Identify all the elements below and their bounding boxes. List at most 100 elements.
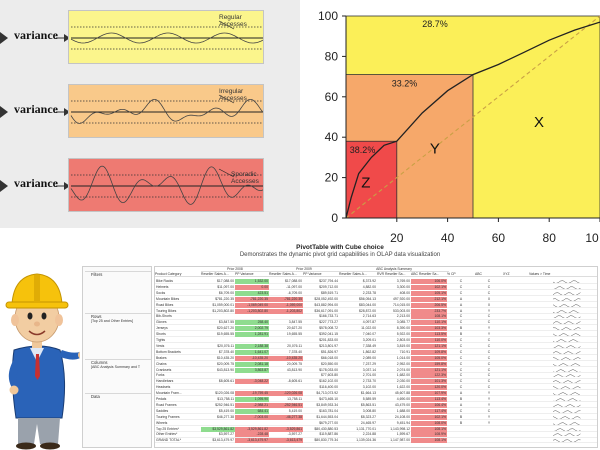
table-row[interactable]: Pedals $13,758.11 1,095.90 13,758.11 $473,46… xyxy=(155,397,597,403)
table-row[interactable]: Handlebars $8,605.61 -3,048.22 -8,605.61 $16… xyxy=(155,379,597,385)
table-cell xyxy=(201,338,235,343)
table-cell: C xyxy=(459,279,463,283)
table-cell: 3,209.01 xyxy=(362,338,376,342)
table-cell: C xyxy=(487,408,491,413)
variance-label: variance xyxy=(14,102,58,116)
table-row[interactable]: Vests $20,076.11 2,188.38 20,076.11 $213,801… xyxy=(155,343,597,350)
table-cell: B xyxy=(459,414,463,419)
variance-row: variance Irregular Accesses xyxy=(0,82,300,144)
table-row[interactable]: Touring Frames $46,277.38 -7,003.00 -46,277… xyxy=(155,414,597,420)
column-header[interactable]: ABC xyxy=(475,272,503,277)
table-row[interactable]: Touring Bikes $1,203,802.80 -1,203,802.80-… xyxy=(155,308,597,314)
table-cell: 1,281.91 xyxy=(235,332,269,338)
sparkline-icon xyxy=(553,286,581,289)
table-row[interactable]: Wheels $679,277.00 24,465.97 9,451.94 108.0%… xyxy=(155,420,597,426)
table-row[interactable]: GRAND TOTAL* $3,613,479.97 -3,613,479.97 -3… xyxy=(155,438,597,444)
pivot-table-panel: PivotTable with Cube choice Demonstrates… xyxy=(80,244,600,450)
table-cell: $163,781.04 xyxy=(319,408,338,413)
table-cell: 11,022.00 xyxy=(361,326,376,331)
column-header[interactable]: Values > Time xyxy=(529,272,597,277)
table-row[interactable]: Tights $201,833.00 3,209.01 2,803.00 110.0% C… xyxy=(155,338,597,344)
columns-field[interactable]: [ABC Analysis Summary and T xyxy=(91,365,141,369)
table-cell: 102.1% xyxy=(411,414,447,420)
column-header[interactable]: Reseller Sales A... xyxy=(339,272,377,277)
column-header[interactable]: Product Category xyxy=(155,272,201,277)
table-cell: C xyxy=(459,355,463,360)
table-row[interactable]: Road Frames $252,946.51 -2,988.21 -252,946.… xyxy=(155,402,597,409)
table-cell: 24,108.00 xyxy=(394,414,410,419)
table-cell xyxy=(235,385,269,390)
table-cell: 107.9% xyxy=(411,391,447,397)
table-row[interactable]: Brakes $10,435.20 -10,435.20 -10,435.20 $66,… xyxy=(155,355,597,361)
table-cell: $166,733.71 xyxy=(319,314,338,319)
table-row[interactable]: Chains $20,009.75 2,081.18 20,009.75 $20,550… xyxy=(155,361,597,367)
table-row[interactable]: Mountain Bikes $781,220.35 -781,220.35 -781… xyxy=(155,296,597,302)
table-row[interactable]: Socks $6,709.00 423.51 -6,709.00 $89,519.71 2… xyxy=(155,290,597,296)
table-row[interactable]: Top 25 Entries* $3,529,861.82 -3,529,861.8… xyxy=(155,426,597,432)
column-header[interactable]: RVR Reseller Sa... xyxy=(377,272,411,277)
table-cell xyxy=(447,432,475,437)
table-cell xyxy=(235,421,269,426)
table-cell: C xyxy=(487,349,491,354)
table-row[interactable]: Gloves $3,847.55 258.40 3,847.55 $227,773.27… xyxy=(155,320,597,326)
column-group-header[interactable]: Prior 2009 xyxy=(269,267,339,272)
table-cell: $13,758.11 xyxy=(217,397,234,401)
columns-label: Columns xyxy=(91,360,108,365)
table-row[interactable]: Headsets $116,400.00 3,102.00 1,622.00 120.0… xyxy=(155,385,597,391)
filters-section[interactable]: Filters xyxy=(85,271,151,277)
table-cell: $252,946.51 xyxy=(215,402,234,407)
table-cell: $20,627.20 xyxy=(217,326,234,331)
table-cell: 101.3% xyxy=(411,379,447,385)
table-row[interactable]: Forks $77,603.80 2,701.00 1,682.00 122.3% C C xyxy=(155,373,597,379)
rows-field[interactable]: [Top 25 and Other Entries] xyxy=(91,319,133,323)
table-row[interactable]: Helmets $11,097.00 0.00 -11,097.00 $209,712.… xyxy=(155,284,597,291)
table-cell: -1,203,802 xyxy=(269,308,303,314)
table-cell: -46,277.38 xyxy=(269,414,303,420)
table-cell: X xyxy=(487,296,491,301)
column-header[interactable]: Reseller Sales A... xyxy=(269,272,303,277)
table-cell: 1,682.00 xyxy=(396,373,410,378)
rows-section[interactable]: Rows [Top 25 and Other Entries] xyxy=(85,313,151,323)
table-cell: 113.4% xyxy=(411,397,447,402)
column-group-header[interactable]: Prior 2008 xyxy=(201,267,269,272)
column-header[interactable]: XYZ xyxy=(503,272,529,277)
table-cell: 2,030.00 xyxy=(396,379,410,384)
column-header[interactable]: Reseller Sales A... xyxy=(201,272,235,277)
table-cell: -252,946.51 xyxy=(269,402,303,408)
table-row[interactable]: Bib-Shorts $166,733.71 2,714.63 2,213.00 108… xyxy=(155,314,597,320)
table-cell: -228.48 xyxy=(235,432,269,438)
table-cell: $56,054.13 xyxy=(359,296,376,301)
columns-section[interactable]: Columns [ABC Analysis Summary and T xyxy=(85,359,151,369)
column-group-header[interactable]: ABC Analysis Summary xyxy=(339,267,449,272)
table-row[interactable]: Mountain Fram... $120,026.08 -19,759.45 -12… xyxy=(155,391,597,397)
table-cell: C xyxy=(459,379,463,384)
table-cell: 1,139,024.36 xyxy=(356,438,376,443)
table-row[interactable]: Saddles $5,419.00 684.41 5,419.00 $163,781.0… xyxy=(155,408,597,414)
x-tick-label: 60 xyxy=(492,231,506,245)
table-row[interactable]: Shorts $19,655.55 1,281.91 19,655.55 $392,04… xyxy=(155,332,597,338)
column-header[interactable]: ABC Reseller Sa... xyxy=(411,272,447,277)
table-row[interactable]: Jerseys $20,627.20 2,002.79 20,627.20 $578,0… xyxy=(155,326,597,332)
column-header[interactable]: PP Variance xyxy=(303,272,339,277)
table-cell: $3,847.55 xyxy=(218,320,234,325)
data-section[interactable]: Data xyxy=(85,393,151,399)
table-cell: $17,088.00 xyxy=(285,279,302,283)
table-cell: B xyxy=(459,332,463,337)
table-row[interactable]: Bottom Brackets $7,378.40 1,641.07 7,378.40… xyxy=(155,349,597,355)
table-cell: 117.4% xyxy=(411,408,447,414)
table-cell: $4,713,073.92 xyxy=(316,391,338,396)
table-cell: C xyxy=(459,385,463,390)
table-cell xyxy=(269,373,303,378)
table-cell: C xyxy=(459,284,463,289)
table-cell: C xyxy=(487,343,491,348)
table-row[interactable]: Cranksets $43,813.90 3,863.87 43,813.90 $178… xyxy=(155,367,597,373)
table-cell: $392,041.15 xyxy=(319,332,338,337)
column-header[interactable]: % CP xyxy=(447,272,475,277)
table-cell: 684.41 xyxy=(235,408,269,414)
table-row[interactable]: Road Bikes $1,059,000.01 -1,069,049.00 -1,0… xyxy=(155,302,597,308)
column-header[interactable]: PP Variance xyxy=(235,272,269,277)
table-row[interactable]: Other Entries* $3,597.27 -228.48 -3,597.27 $… xyxy=(155,432,597,438)
table-cell: 4,690.00 xyxy=(396,397,410,401)
table-cell: 2,233.78 xyxy=(362,290,376,295)
table-row[interactable]: Bike Racks $17,088.00 1,532.00 $17,088.00 $2… xyxy=(155,279,597,285)
